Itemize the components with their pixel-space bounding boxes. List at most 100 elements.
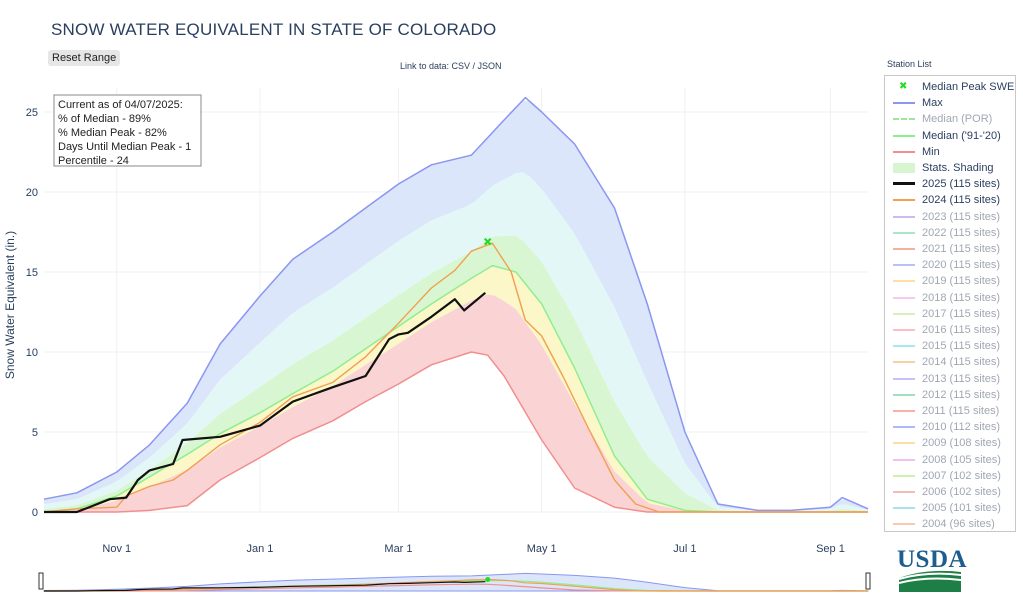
legend-swatch [893, 134, 915, 137]
legend-swatch [893, 410, 915, 412]
legend-label: 2008 (105 sites) [922, 453, 1001, 466]
chart-title: SNOW WATER EQUIVALENT IN STATE OF COLORA… [51, 20, 497, 39]
y-tick-label: 25 [26, 107, 38, 119]
usda-logo: USDA [897, 546, 967, 594]
y-tick-label: 5 [32, 427, 38, 439]
range-slider-preview [43, 572, 869, 592]
series-line-min [44, 351, 868, 513]
legend-item-median-91-20[interactable]: Median ('91-'20) [885, 128, 1015, 144]
legend-swatch [893, 231, 915, 234]
legend-item-2004-96-sites[interactable]: 2004 (96 sites) [885, 516, 1015, 532]
range-slider[interactable] [38, 572, 871, 592]
legend-swatch [893, 523, 915, 526]
legend-label: 2009 (108 sites) [922, 437, 1001, 450]
legend-label: 2023 (115 sites) [922, 210, 1001, 223]
legend-label: 2014 (115 sites) [922, 356, 1001, 369]
legend-swatch [893, 150, 915, 153]
x-tick-label: May 1 [527, 543, 557, 555]
legend-swatch [893, 329, 915, 331]
legend-label: 2011 (115 sites) [922, 405, 1000, 417]
legend-item-2011-115-sites[interactable]: 2011 (115 sites) [885, 403, 1015, 419]
legend-item-2021-115-sites[interactable]: 2021 (115 sites) [885, 241, 1015, 257]
legend-item-2006-102-sites[interactable]: 2006 (102 sites) [885, 484, 1015, 500]
legend-swatch [893, 361, 915, 364]
data-link-note[interactable]: Link to data: CSV / JSON [400, 61, 502, 71]
legend-label: 2012 (115 sites) [922, 388, 1001, 401]
range-handle-left[interactable] [38, 572, 44, 590]
legend-item-2010-112-sites[interactable]: 2010 (112 sites) [885, 419, 1015, 435]
legend-label: 2004 (96 sites) [922, 518, 995, 531]
legend-swatch [893, 442, 915, 445]
legend-swatch [893, 312, 915, 315]
y-axis-label: Snow Water Equivalent (in.) [3, 231, 17, 379]
legend-label: 2013 (115 sites) [922, 372, 1001, 385]
legend-item-max[interactable]: Max [885, 95, 1015, 111]
swe-chart[interactable]: 0 5 10 15 20 25 Nov 1 Jan 1 Mar 1 May 1 Jul 1 Sep … [0, 0, 880, 597]
legend-item-2014-115-sites[interactable]: 2014 (115 sites) [885, 354, 1015, 370]
legend-swatch [893, 426, 915, 429]
legend-swatch: ✖ [899, 81, 908, 92]
legend-swatch [893, 199, 915, 202]
legend-item-2017-115-sites[interactable]: 2017 (115 sites) [885, 306, 1015, 322]
legend-item-2013-115-sites[interactable]: 2013 (115 sites) [885, 371, 1015, 387]
legend-label: 2024 (115 sites) [922, 194, 1001, 207]
legend-label: 2015 (115 sites) [922, 340, 1001, 353]
legend-swatch [893, 507, 915, 510]
legend-swatch [893, 182, 915, 186]
range-preview-2025-115-sites [44, 581, 486, 592]
legend-item-2008-105-sites[interactable]: 2008 (105 sites) [885, 452, 1015, 468]
legend-item-median-por[interactable]: Median (POR) [885, 111, 1015, 127]
legend-item-2022-115-sites[interactable]: 2022 (115 sites) [885, 225, 1015, 241]
legend-item-stats-shading[interactable]: Stats. Shading [885, 160, 1015, 176]
legend-label: Stats. Shading [922, 162, 994, 174]
stats-shading [44, 100, 868, 513]
legend-item-2025-115-sites[interactable]: 2025 (115 sites) [885, 176, 1015, 192]
y-tick-label: 10 [26, 347, 38, 359]
legend-swatch [893, 345, 915, 348]
legend-swatch [893, 393, 915, 396]
legend-label: 2016 (115 sites) [922, 324, 1001, 336]
y-tick-label: 20 [26, 187, 38, 199]
legend-item-2024-115-sites[interactable]: 2024 (115 sites) [885, 192, 1015, 208]
legend-swatch [893, 102, 915, 105]
y-axis-ticks: 0 5 10 15 20 25 [26, 107, 38, 519]
band-90-70 [44, 172, 868, 512]
legend-item-min[interactable]: Min [885, 144, 1015, 160]
usda-wordmark: USDA [897, 546, 968, 573]
band-median-30 [44, 266, 868, 512]
legend-item-median-peak-swe[interactable]: ✖ Median Peak SWE [885, 79, 1015, 95]
legend-label: 2021 (115 sites) [922, 243, 1001, 255]
legend-label: Median ('91-'20) [922, 129, 1001, 142]
legend-item-2019-115-sites[interactable]: 2019 (115 sites) [885, 273, 1015, 289]
legend-item-2020-115-sites[interactable]: 2020 (115 sites) [885, 257, 1015, 273]
legend-item-2016-115-sites[interactable]: 2016 (115 sites) [885, 322, 1015, 338]
range-preview-median-peak [485, 577, 491, 583]
legend-label: 2018 (115 sites) [922, 291, 1001, 304]
legend-swatch [893, 118, 915, 121]
info-line-3: % Median Peak - 82% [58, 127, 167, 139]
legend-label: 2010 (112 sites) [922, 421, 1001, 434]
x-tick-label: Sep 1 [816, 543, 845, 555]
series-line-2024-115-sites [43, 242, 868, 513]
legend-item-2007-102-sites[interactable]: 2007 (102 sites) [885, 468, 1015, 484]
legend-label: Max [922, 97, 943, 110]
legend-swatch [893, 215, 915, 218]
legend-item-2023-115-sites[interactable]: 2023 (115 sites) [885, 209, 1015, 225]
range-handle-right[interactable] [865, 572, 871, 590]
x-tick-label: Jul 1 [673, 543, 696, 555]
legend: ✖ Median Peak SWE Max Median (POR) Median ('… [884, 75, 1016, 532]
legend-item-2018-115-sites[interactable]: 2018 (115 sites) [885, 290, 1015, 306]
y-tick-label: 15 [26, 267, 38, 279]
x-axis-ticks: Nov 1 Jan 1 Mar 1 May 1 Jul 1 Sep 1 [102, 543, 844, 555]
legend-label: 2007 (102 sites) [922, 469, 1001, 482]
legend-item-2015-115-sites[interactable]: 2015 (115 sites) [885, 338, 1015, 354]
legend-item-2012-115-sites[interactable]: 2012 (115 sites) [885, 387, 1015, 403]
info-line-4: Days Until Median Peak - 1 [58, 141, 191, 153]
legend-swatch [893, 280, 915, 283]
series-line-2025-115-sites [44, 291, 487, 514]
legend-item-2009-108-sites[interactable]: 2009 (108 sites) [885, 435, 1015, 451]
reset-range-button[interactable]: Reset Range [48, 50, 121, 66]
band-max-90 [44, 100, 868, 511]
legend-swatch [893, 458, 915, 461]
legend-item-2005-101-sites[interactable]: 2005 (101 sites) [885, 500, 1015, 516]
